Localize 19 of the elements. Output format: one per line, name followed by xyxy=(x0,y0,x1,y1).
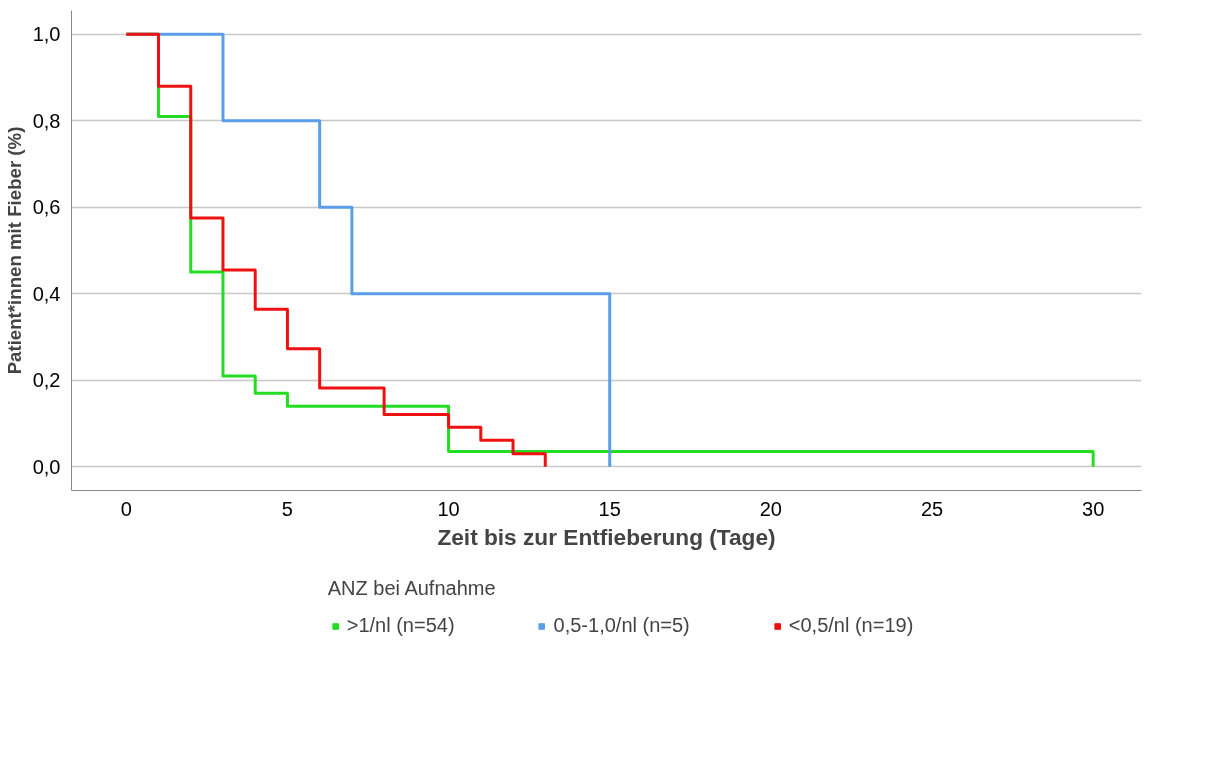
x-tick-label: 30 xyxy=(1082,497,1105,520)
y-tick-label: 0,6 xyxy=(32,196,61,219)
y-tick-label: 0,2 xyxy=(32,369,61,392)
legend-label: <0,5/nl (n=19) xyxy=(788,614,914,637)
x-tick-label: 25 xyxy=(920,497,944,520)
x-tick-label: 20 xyxy=(759,497,782,520)
x-tick-label: 10 xyxy=(437,497,460,520)
legend-title: ANZ bei Aufnahme xyxy=(327,577,497,600)
y-tick-label: 0,4 xyxy=(32,282,61,305)
y-axis-title: Patient*innen mit Fieber (%) xyxy=(3,126,25,375)
x-tick-label: 5 xyxy=(281,497,293,520)
x-tick-label: 0 xyxy=(120,497,132,520)
x-tick-label: 15 xyxy=(598,497,621,520)
y-tick-label: 1,0 xyxy=(32,23,61,46)
y-tick-label: 0,8 xyxy=(32,109,61,132)
legend-label: 0,5-1,0/nl (n=5) xyxy=(553,614,690,637)
x-axis-title: Zeit bis zur Entfieberung (Tage) xyxy=(437,523,776,550)
y-tick-label: 0,0 xyxy=(32,455,61,478)
legend-label: >1/nl (n=54) xyxy=(346,614,455,637)
